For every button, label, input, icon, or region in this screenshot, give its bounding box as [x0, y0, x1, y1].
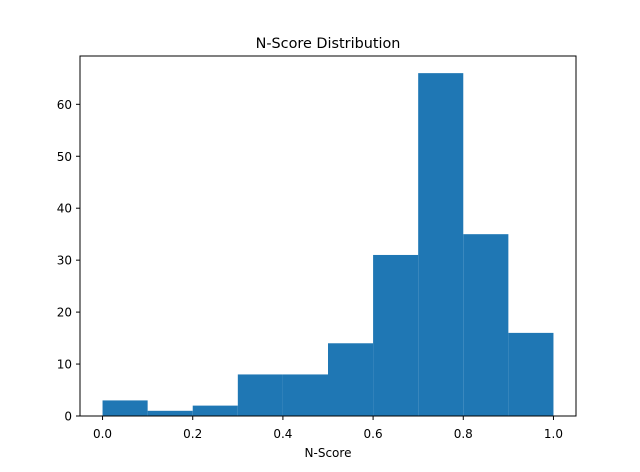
- histogram-bar-0: [102, 400, 148, 416]
- plot-frame: [79, 55, 577, 417]
- histogram-bar-2: [192, 405, 238, 416]
- histogram-bar-4: [282, 374, 328, 416]
- y-tick-label-5: 50: [57, 150, 72, 164]
- histogram-bar-9: [508, 332, 554, 416]
- y-tick-label-1: 10: [57, 358, 72, 372]
- y-tick-label-3: 30: [57, 254, 72, 268]
- histogram-bar-1: [147, 410, 193, 416]
- histogram-bar-6: [373, 254, 419, 416]
- histogram-bar-3: [237, 374, 283, 416]
- histogram-bar-7: [418, 73, 464, 417]
- y-tick-label-2: 20: [57, 306, 72, 320]
- x-tick-label-0: 0.0: [93, 427, 112, 441]
- histogram-bar-5: [328, 343, 374, 416]
- chart-title: N-Score Distribution: [256, 36, 401, 52]
- y-tick-label-4: 40: [57, 202, 72, 216]
- x-tick-label-2: 0.4: [273, 427, 292, 441]
- x-tick-label-4: 0.8: [454, 427, 473, 441]
- x-axis-ticks: 0.0 0.2 0.4 0.6 0.8 1.0: [93, 416, 563, 441]
- x-tick-label-1: 0.2: [183, 427, 202, 441]
- y-axis-ticks: 0 10 20 30 40 50 60: [57, 98, 80, 424]
- x-axis-label: N-Score: [305, 446, 352, 460]
- x-tick-label-5: 1.0: [544, 427, 563, 441]
- x-tick-label-3: 0.6: [364, 427, 383, 441]
- y-tick-label-6: 60: [57, 98, 72, 112]
- bars-group: [102, 73, 554, 417]
- y-tick-label-0: 0: [64, 410, 72, 424]
- histogram-bar-8: [463, 234, 509, 416]
